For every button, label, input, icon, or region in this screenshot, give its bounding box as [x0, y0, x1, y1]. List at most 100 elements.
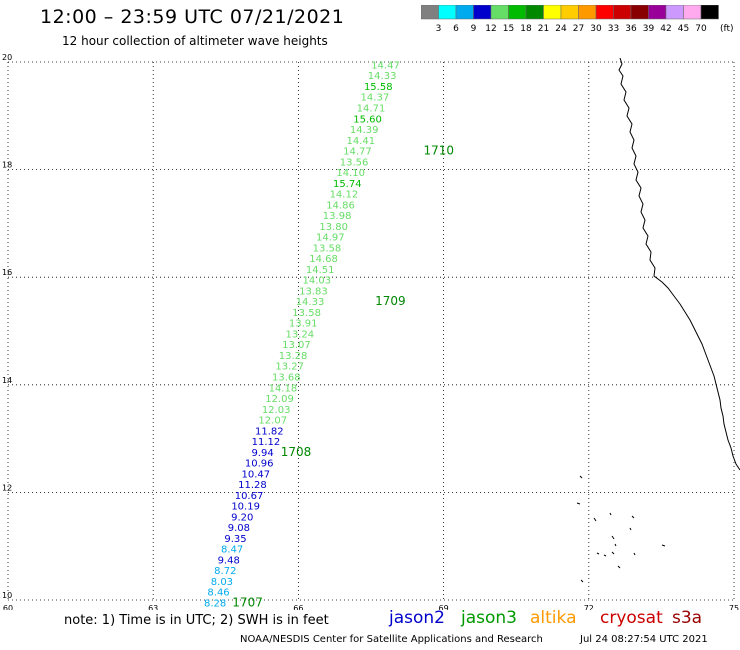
swh-value: 15.58: [364, 82, 393, 93]
colorbar-unit: (ft): [720, 24, 734, 34]
swh-value: 13.58: [292, 308, 321, 319]
swh-value: 10.47: [241, 469, 270, 480]
lat-tick-label: 16: [2, 268, 12, 277]
colorbar-tick-label: 21: [538, 24, 549, 34]
swh-value: 14.77: [343, 147, 372, 158]
lon-tick-label: 60: [3, 604, 13, 610]
colorbar-tick-label: 70: [695, 24, 707, 34]
colorbar-tick-label: 39: [643, 24, 655, 34]
swh-value: 8.46: [207, 588, 229, 599]
swh-value: 14.37: [361, 93, 390, 104]
swh-value: 14.03: [302, 276, 331, 287]
pass-time-label: 1707: [232, 595, 263, 609]
swh-value: 13.98: [323, 211, 352, 222]
lat-tick-label: 10: [2, 591, 12, 600]
colorbar-swatch: [700, 5, 719, 20]
swh-value: 10.67: [235, 491, 264, 502]
colorbar-tick-label: 3: [436, 24, 442, 34]
swh-value: 14.39: [350, 125, 379, 136]
swh-value: 13.27: [275, 362, 304, 373]
lat-tick-label: 12: [2, 483, 12, 492]
swh-value: 8.03: [211, 577, 233, 588]
colorbar-tick-label: 30: [590, 24, 602, 34]
swh-value: 14.33: [296, 297, 325, 308]
lon-tick-label: 72: [584, 604, 594, 610]
swh-value: 13.80: [319, 222, 348, 233]
swh-value: 13.28: [279, 351, 308, 362]
swh-value: 13.58: [313, 243, 342, 254]
colorbar-tick-label: 18: [520, 24, 532, 34]
swh-value: 8.72: [214, 566, 236, 577]
swh-value: 13.91: [289, 319, 318, 330]
maldives-islands: [576, 475, 666, 583]
colorbar-tick-label: 45: [678, 24, 689, 34]
swh-value: 14.47: [371, 60, 400, 71]
swh-value: 14.33: [368, 71, 397, 82]
swh-value: 11.12: [252, 437, 281, 448]
colorbar-tick-label: 27: [573, 24, 584, 34]
swh-value: 13.83: [299, 286, 328, 297]
page-subtitle: 12 hour collection of altimeter wave hei…: [62, 34, 328, 48]
mission-jason2: jason2: [389, 608, 445, 628]
swh-value: 9.08: [228, 523, 250, 534]
swh-value: 15.60: [353, 114, 382, 125]
lat-tick-label: 14: [2, 376, 12, 385]
colorbar-tick-label: 36: [625, 24, 637, 34]
swh-value: 11.82: [255, 426, 284, 437]
pass-time-label: 1709: [375, 294, 406, 308]
colorbar-tick-label: 12: [485, 24, 496, 34]
lat-tick-label: 18: [2, 161, 12, 170]
swh-value: 13.07: [282, 340, 311, 351]
colorbar-legend: 3 6 9 12 15 18 21 24 27 30 33 36 39 42 45 70 (ft): [421, 5, 734, 34]
swh-value: 14.68: [309, 254, 338, 265]
map-grid: 60 63 66 69 72 75 20 18 16 14 12 10: [2, 53, 739, 610]
coastline: [576, 57, 740, 583]
colorbar-tick-label: 42: [660, 24, 671, 34]
swh-value: 13.56: [340, 157, 369, 168]
footer-credit: NOAA/NESDIS Center for Satellite Applica…: [240, 634, 543, 645]
swh-observations: 14.4714.3315.5814.3714.7115.6014.3914.41…: [204, 60, 400, 609]
swh-value: 14.12: [330, 190, 359, 201]
lon-tick-label: 69: [439, 604, 449, 610]
pass-time-labels: 1710 1709 1708 1707: [232, 144, 454, 610]
swh-value: 13.68: [272, 372, 301, 383]
page-title: 12:00 – 23:59 UTC 07/21/2021: [40, 6, 345, 28]
colorbar-tick-label: 15: [503, 24, 514, 34]
footer-timestamp: Jul 24 08:27:54 UTC 2021: [580, 634, 708, 645]
swh-value: 11.28: [238, 480, 267, 491]
swh-value: 14.97: [316, 233, 345, 244]
colorbar-tick-label: 33: [608, 24, 619, 34]
pass-time-label: 1708: [281, 445, 312, 459]
swh-value: 9.94: [251, 448, 273, 459]
swh-value: 14.51: [306, 265, 335, 276]
colorbar-tick-label: 6: [453, 24, 459, 34]
swh-value: 12.03: [262, 405, 291, 416]
swh-value: 8.28: [204, 598, 226, 609]
swh-value: 12.09: [265, 394, 294, 405]
swh-value: 13.24: [286, 329, 315, 340]
lon-tick-label: 63: [148, 604, 158, 610]
swh-value: 15.74: [333, 179, 362, 190]
swh-value: 9.20: [231, 512, 253, 523]
india-west-coastline: [618, 57, 740, 471]
swh-value: 10.19: [231, 502, 260, 513]
swh-value: 14.86: [326, 200, 355, 211]
mission-s3a: s3a: [672, 608, 703, 628]
swh-value: 14.10: [336, 168, 365, 179]
swh-value: 9.48: [218, 555, 240, 566]
swh-value: 12.07: [258, 416, 287, 427]
swh-value: 14.71: [357, 103, 386, 114]
swh-value: 9.35: [224, 534, 246, 545]
swh-value: 14.41: [347, 136, 376, 147]
colorbar-tick-label: 24: [555, 24, 567, 34]
colorbar-tick-label: 9: [471, 24, 477, 34]
lat-tick-label: 20: [2, 53, 12, 62]
lon-tick-label: 75: [729, 604, 739, 610]
swh-value: 14.18: [269, 383, 298, 394]
mission-cryosat: cryosat: [600, 608, 663, 628]
pass-time-label: 1710: [423, 144, 454, 158]
swh-value: 10.96: [245, 459, 274, 470]
footer-note: note: 1) Time is in UTC; 2) SWH is in fe…: [64, 613, 329, 628]
lon-tick-label: 66: [293, 604, 303, 610]
